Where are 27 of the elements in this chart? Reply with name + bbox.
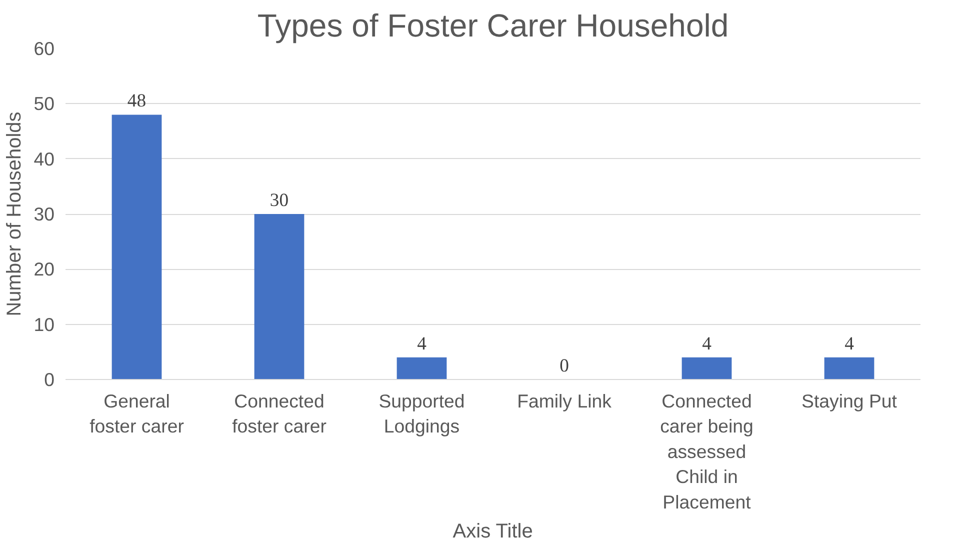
- data-label: 48: [127, 90, 146, 112]
- x-tick-label: Connected carer being assessed Child in Placement: [660, 390, 754, 512]
- x-tick-label: General foster carer: [90, 390, 184, 437]
- y-tick-label: 60: [34, 38, 55, 59]
- bar: [396, 357, 447, 380]
- y-tick-label: 50: [34, 93, 55, 114]
- x-tick-label: Supported Lodgings: [378, 390, 465, 437]
- chart-title: Types of Foster Carer Household: [257, 8, 729, 44]
- y-tick-label: 30: [34, 204, 55, 224]
- bar: [824, 357, 874, 380]
- x-tick-label: Family Link: [517, 390, 612, 412]
- y-tick-label: 20: [34, 258, 55, 280]
- bar: [254, 214, 304, 380]
- bar: [112, 114, 162, 380]
- x-axis-title: Axis Title: [452, 520, 533, 542]
- data-label: 4: [417, 333, 428, 354]
- data-label: 30: [270, 190, 289, 211]
- x-tick-label: Connected foster carer: [232, 390, 326, 437]
- x-tick-label: Staying Put: [802, 390, 898, 412]
- bar: [682, 357, 732, 380]
- data-label: 0: [560, 356, 569, 376]
- y-tick-label: 40: [34, 148, 55, 170]
- y-tick-label: 0: [44, 369, 55, 390]
- y-tick-label: 10: [34, 314, 55, 335]
- y-axis-title: Number of Households: [4, 112, 26, 316]
- data-label: 4: [702, 333, 712, 354]
- data-label: 4: [844, 333, 855, 354]
